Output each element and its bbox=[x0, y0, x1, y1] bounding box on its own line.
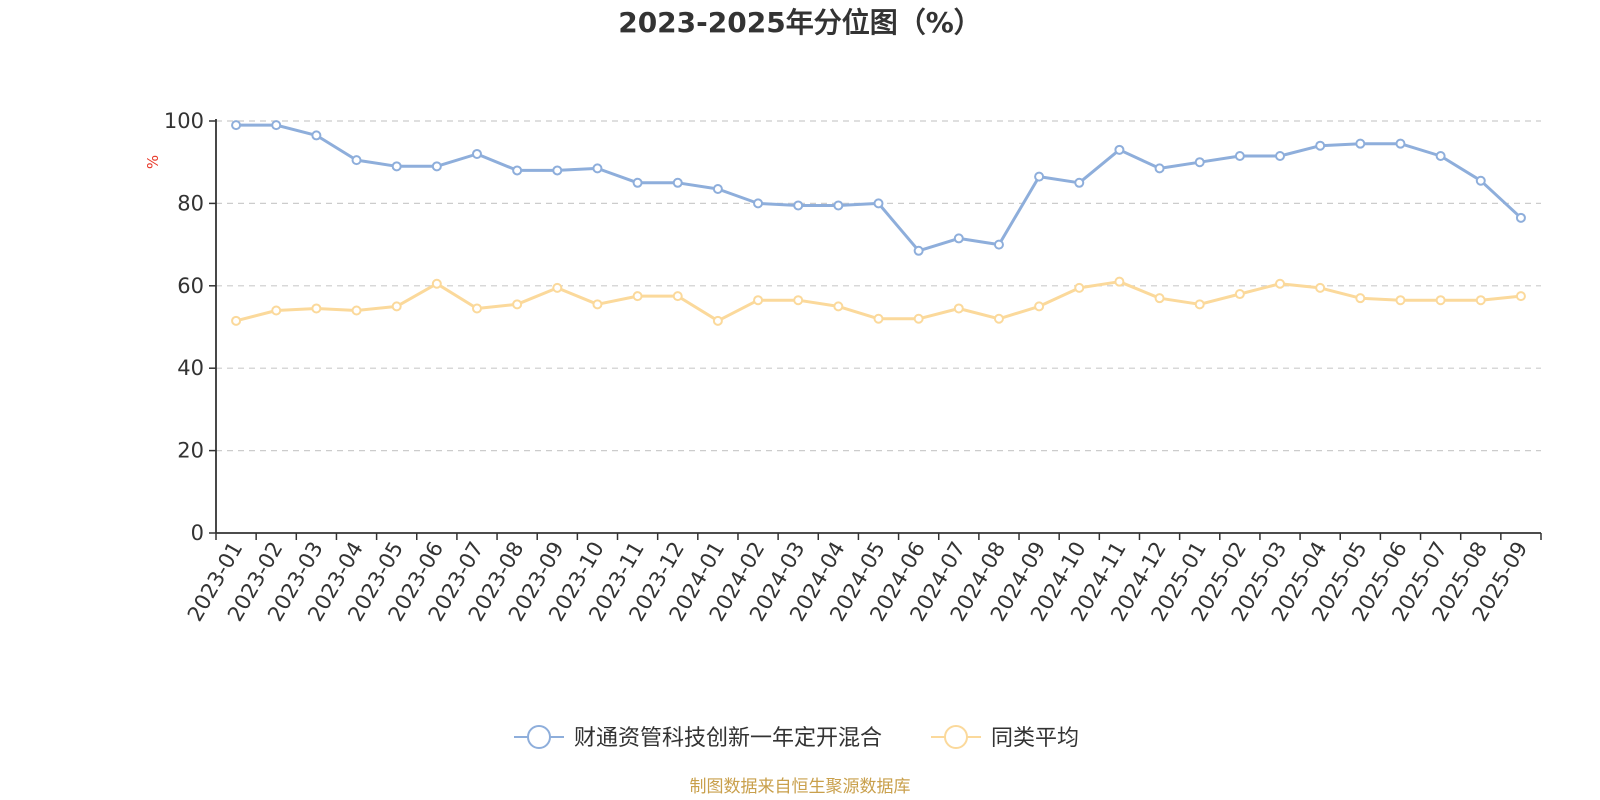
data-point[interactable] bbox=[993, 239, 1004, 250]
y-tick-label: 100 bbox=[164, 109, 204, 133]
data-point[interactable] bbox=[311, 303, 322, 314]
data-point[interactable] bbox=[753, 295, 764, 306]
data-point[interactable] bbox=[592, 299, 603, 310]
data-point[interactable] bbox=[672, 177, 683, 188]
data-point[interactable] bbox=[391, 161, 402, 172]
data-point[interactable] bbox=[1475, 295, 1486, 306]
data-point[interactable] bbox=[873, 198, 884, 209]
data-point[interactable] bbox=[953, 233, 964, 244]
data-point[interactable] bbox=[833, 301, 844, 312]
axes: 0204060801002023-012023-022023-032023-04… bbox=[164, 109, 1542, 625]
data-point[interactable] bbox=[1154, 293, 1165, 304]
data-point[interactable] bbox=[231, 315, 242, 326]
data-point[interactable] bbox=[1355, 293, 1366, 304]
data-point[interactable] bbox=[1315, 140, 1326, 151]
data-point[interactable] bbox=[632, 291, 643, 302]
legend-marker bbox=[527, 725, 551, 749]
data-point[interactable] bbox=[1355, 138, 1366, 149]
data-point[interactable] bbox=[1275, 278, 1286, 289]
data-point[interactable] bbox=[391, 301, 402, 312]
data-point[interactable] bbox=[1074, 177, 1085, 188]
data-point[interactable] bbox=[833, 200, 844, 211]
y-tick-label: 20 bbox=[177, 439, 204, 463]
data-point[interactable] bbox=[913, 313, 924, 324]
data-point[interactable] bbox=[471, 303, 482, 314]
data-point[interactable] bbox=[271, 305, 282, 316]
data-point[interactable] bbox=[712, 183, 723, 194]
legend-label: 同类平均 bbox=[991, 726, 1079, 751]
data-point[interactable] bbox=[1275, 151, 1286, 162]
data-point[interactable] bbox=[1234, 151, 1245, 162]
data-point[interactable] bbox=[351, 305, 362, 316]
data-point[interactable] bbox=[1194, 157, 1205, 168]
data-point[interactable] bbox=[1435, 151, 1446, 162]
grid-lines bbox=[216, 120, 1541, 452]
data-point[interactable] bbox=[231, 120, 242, 131]
y-tick-label: 80 bbox=[177, 191, 204, 215]
data-point[interactable] bbox=[793, 200, 804, 211]
legend-item-2[interactable]: 同类平均 bbox=[931, 725, 1079, 751]
data-point[interactable] bbox=[753, 198, 764, 209]
data-point[interactable] bbox=[351, 155, 362, 166]
data-point[interactable] bbox=[1034, 171, 1045, 182]
data-point[interactable] bbox=[552, 165, 563, 176]
data-point[interactable] bbox=[913, 245, 924, 256]
data-point[interactable] bbox=[1234, 289, 1245, 300]
y-axis-unit-label: % bbox=[144, 155, 162, 169]
data-point[interactable] bbox=[1475, 175, 1486, 186]
series-2 bbox=[231, 276, 1526, 326]
data-point[interactable] bbox=[471, 148, 482, 159]
data-point[interactable] bbox=[592, 163, 603, 174]
data-point[interactable] bbox=[431, 161, 442, 172]
data-point[interactable] bbox=[1395, 295, 1406, 306]
data-point[interactable] bbox=[1114, 276, 1125, 287]
series-line bbox=[236, 123, 1522, 253]
y-tick-label: 60 bbox=[177, 274, 204, 298]
data-point[interactable] bbox=[1395, 138, 1406, 149]
chart-title: 2023-2025年分位图（%） bbox=[618, 6, 982, 39]
data-point[interactable] bbox=[512, 165, 523, 176]
data-point[interactable] bbox=[552, 282, 563, 293]
data-point[interactable] bbox=[1034, 301, 1045, 312]
data-point[interactable] bbox=[1114, 144, 1125, 155]
y-tick-label: 0 bbox=[191, 521, 204, 545]
data-point[interactable] bbox=[1194, 299, 1205, 310]
legend-marker bbox=[944, 725, 968, 749]
data-point[interactable] bbox=[672, 291, 683, 302]
data-point[interactable] bbox=[271, 120, 282, 131]
data-point[interactable] bbox=[1154, 163, 1165, 174]
series-1 bbox=[231, 120, 1526, 256]
data-point[interactable] bbox=[632, 177, 643, 188]
data-point[interactable] bbox=[953, 303, 964, 314]
data-point[interactable] bbox=[311, 130, 322, 141]
data-point[interactable] bbox=[993, 313, 1004, 324]
y-tick-label: 40 bbox=[177, 356, 204, 380]
legend-item-1[interactable]: 财通资管科技创新一年定开混合 bbox=[514, 725, 882, 751]
data-point[interactable] bbox=[512, 299, 523, 310]
data-point[interactable] bbox=[873, 313, 884, 324]
data-point[interactable] bbox=[793, 295, 804, 306]
legend-label: 财通资管科技创新一年定开混合 bbox=[574, 726, 882, 751]
series-lines bbox=[231, 120, 1526, 326]
data-point[interactable] bbox=[712, 315, 723, 326]
data-point[interactable] bbox=[1515, 291, 1526, 302]
data-point[interactable] bbox=[1515, 212, 1526, 223]
data-point[interactable] bbox=[1315, 282, 1326, 293]
data-source-note: 制图数据来自恒生聚源数据库 bbox=[690, 777, 911, 797]
legend: 财通资管科技创新一年定开混合 同类平均 bbox=[514, 725, 1079, 751]
data-point[interactable] bbox=[1074, 282, 1085, 293]
data-point[interactable] bbox=[431, 278, 442, 289]
data-point[interactable] bbox=[1435, 295, 1446, 306]
